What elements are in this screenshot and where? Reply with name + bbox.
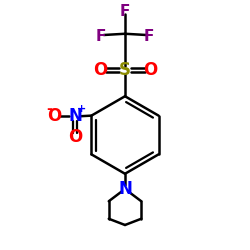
Text: N: N [68, 107, 82, 125]
Text: F: F [120, 4, 130, 19]
Text: N: N [118, 180, 132, 198]
Text: -: - [46, 102, 52, 116]
Text: O: O [46, 107, 61, 125]
Text: F: F [144, 29, 154, 44]
Text: O: O [93, 61, 107, 79]
Text: O: O [68, 128, 82, 146]
Text: O: O [143, 61, 157, 79]
Text: +: + [78, 104, 87, 114]
Text: F: F [96, 29, 106, 44]
Text: S: S [119, 61, 131, 79]
